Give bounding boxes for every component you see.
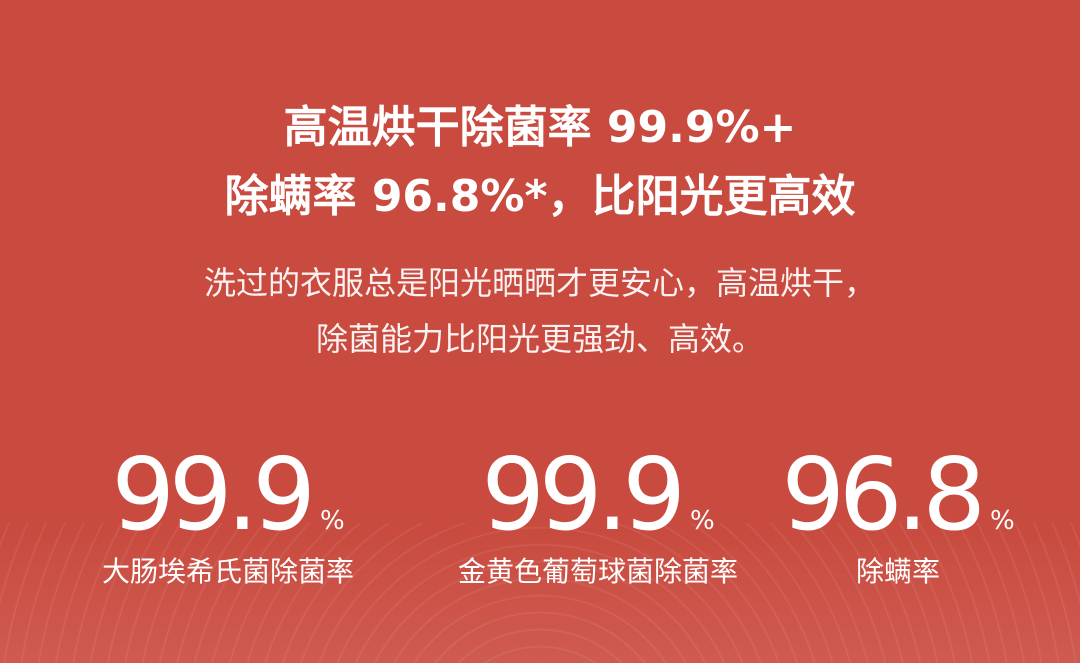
stat-unit: % <box>689 506 715 536</box>
stat-value: 99.9 <box>481 436 686 553</box>
stat-label: 金黄色葡萄球菌除菌率 <box>457 555 738 588</box>
headline-line-1: 高温烘干除菌率 99.9%+ <box>283 102 797 153</box>
stat-unit: % <box>319 506 345 536</box>
stat-value: 96.8 <box>781 436 986 553</box>
stat-figure: 99.9% <box>58 440 398 579</box>
stat-label: 大肠埃希氏菌除菌率 <box>101 555 354 588</box>
stat-staphylococcus: 99.9% 金黄色葡萄球菌除菌率 <box>428 440 768 610</box>
stat-mite-removal: 96.8% 除螨率 <box>728 440 1068 610</box>
subtitle-line-1: 洗过的衣服总是阳光晒晒才更安心，高温烘干， <box>203 264 876 302</box>
stat-value: 99.9 <box>111 436 316 553</box>
headline-line-2: 除螨率 96.8%*，比阳光更高效 <box>224 171 856 222</box>
stat-figure: 99.9% <box>428 440 768 579</box>
subtitle-line-2: 除菌能力比阳光更强劲、高效。 <box>315 320 764 358</box>
stat-unit: % <box>989 506 1015 536</box>
stat-figure: 96.8% <box>728 440 1068 579</box>
stat-label: 除螨率 <box>855 555 940 588</box>
stat-ecoli: 99.9% 大肠埃希氏菌除菌率 <box>58 440 398 610</box>
